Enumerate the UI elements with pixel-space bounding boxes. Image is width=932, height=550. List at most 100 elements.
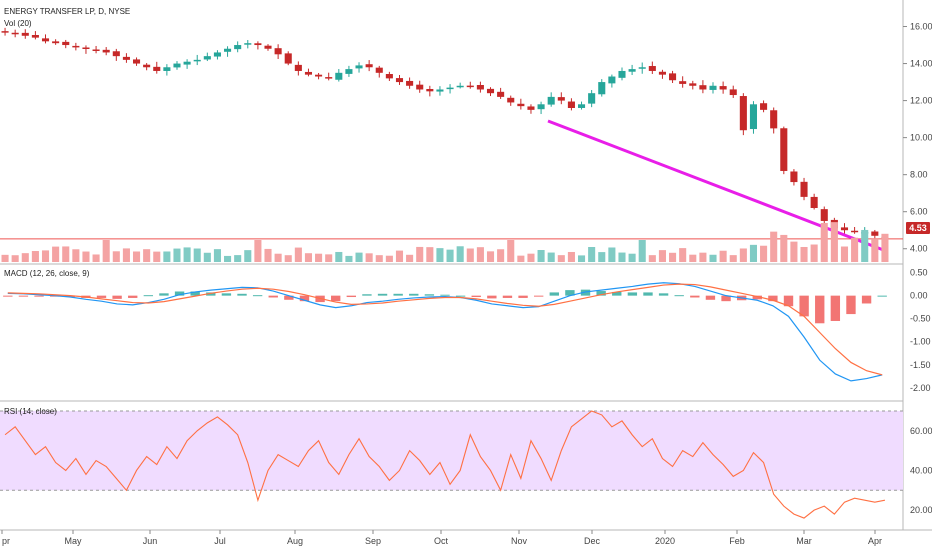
candle-body	[395, 78, 404, 83]
candle-body	[638, 67, 646, 69]
volume-bar	[689, 254, 697, 262]
macd-histogram-bar	[65, 295, 75, 298]
volume-bar	[82, 251, 90, 262]
volume-bar	[486, 251, 495, 262]
candle-body	[244, 43, 252, 45]
macd-histogram-bar	[18, 295, 29, 297]
volume-bar	[436, 248, 444, 262]
candle-body	[770, 110, 778, 129]
volume-bar	[507, 240, 515, 262]
volume-bar	[851, 237, 859, 262]
volume-bar	[112, 251, 120, 262]
volume-bar	[163, 251, 171, 262]
macd-histogram-bar	[440, 294, 450, 296]
candle-body	[790, 171, 798, 183]
volume-bar	[294, 247, 302, 262]
candle-body	[446, 87, 454, 90]
macd-histogram-bar	[174, 291, 185, 296]
rsi-pane[interactable]	[0, 410, 903, 519]
volume-bar	[284, 255, 292, 262]
macd-histogram-bar	[596, 291, 606, 296]
macd-histogram-bar	[299, 295, 310, 302]
macd-histogram-bar	[284, 295, 294, 300]
volume-bar	[820, 222, 828, 262]
candle-body	[436, 89, 444, 92]
macd-pane[interactable]	[3, 282, 887, 382]
volume-bar	[810, 244, 818, 262]
volume-bar	[881, 233, 889, 262]
volume-bar	[355, 252, 363, 262]
volume-bar	[669, 252, 677, 262]
candle-body	[820, 209, 828, 221]
macd-histogram-bar	[377, 293, 388, 296]
candle-body	[62, 41, 70, 46]
volume-bar	[760, 245, 768, 262]
candle-body	[658, 71, 666, 75]
candle-body	[577, 104, 586, 108]
signal-line	[7, 283, 883, 376]
macd-histogram-bar	[518, 295, 528, 298]
rsi-legend: RSI (14, close)	[4, 407, 57, 416]
volume-bar	[143, 249, 151, 262]
volume-bar	[658, 250, 666, 262]
macd-tick-label: 0.50	[910, 268, 928, 278]
macd-histogram-bar	[580, 289, 591, 296]
candle-body	[547, 96, 555, 105]
macd-histogram-bar	[643, 292, 653, 296]
axes-group: 16.00 14.00 12.00 10.00 8.00 6.00 4.00 0.50 0.00…	[1, 22, 932, 546]
volume-bar	[1, 254, 9, 262]
candle-body	[851, 230, 859, 233]
macd-histogram-bar	[565, 290, 575, 296]
price-tick-label: 6.00	[910, 207, 928, 217]
macd-histogram-bar	[674, 295, 684, 297]
volume-bar	[577, 255, 586, 262]
volume-bar	[264, 248, 272, 262]
candle-body	[679, 81, 687, 84]
time-tick-label: Nov	[511, 536, 528, 546]
volume-bar	[72, 249, 80, 262]
volume-bar	[132, 251, 141, 262]
macd-histogram-bar	[206, 292, 216, 296]
volume-bar	[446, 249, 454, 262]
time-tick-label: Jul	[214, 536, 226, 546]
candle-body	[325, 77, 333, 79]
macd-histogram-bar	[409, 293, 419, 296]
candle-body	[557, 97, 565, 101]
candle-body	[355, 65, 363, 69]
volume-bar	[497, 249, 505, 262]
candle-body	[274, 48, 282, 55]
macd-histogram-bar	[721, 295, 731, 302]
volume-bar	[871, 238, 879, 262]
volume-bar	[62, 246, 70, 262]
candle-body	[709, 85, 717, 90]
macd-histogram-bar	[190, 291, 200, 296]
candle-body	[507, 97, 515, 103]
volume-bar	[315, 253, 323, 262]
candle-body	[598, 82, 606, 95]
candle-body	[345, 69, 353, 74]
volume-bar	[709, 254, 717, 262]
time-tick-label: 2020	[655, 536, 675, 546]
macd-histogram-bar	[815, 295, 825, 324]
macd-histogram-bar	[658, 293, 669, 296]
volume-bar	[213, 249, 221, 262]
volume-bar	[598, 252, 606, 262]
candle-body	[21, 32, 29, 36]
candle-body	[102, 49, 110, 53]
volume-bar	[304, 253, 313, 262]
volume-bar	[547, 252, 555, 262]
volume-bar	[638, 240, 646, 262]
volume-bar	[244, 250, 252, 262]
trendline[interactable]	[547, 119, 886, 252]
candle-body	[52, 41, 60, 44]
volume-bar	[193, 248, 201, 262]
candle-body	[871, 231, 879, 236]
candle-body	[1, 31, 9, 33]
candle-body	[699, 85, 707, 90]
candle-body	[517, 103, 525, 107]
macd-line	[7, 282, 883, 382]
volume-bar	[790, 241, 798, 262]
candle-body	[31, 34, 39, 38]
candle-body	[112, 51, 120, 57]
